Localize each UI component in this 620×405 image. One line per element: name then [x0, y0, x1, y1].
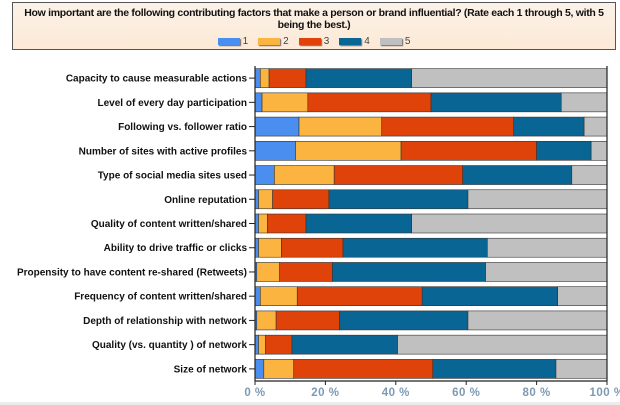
x-tick-label: 100 %	[589, 387, 620, 399]
bar-segment-2	[258, 213, 268, 234]
bar-segment-1	[254, 359, 265, 379]
legend-swatch	[339, 38, 362, 45]
bar-segment-4	[328, 189, 469, 210]
category-label: Capacity to cause measurable actions	[66, 74, 248, 85]
bar-segment-4	[305, 213, 412, 234]
bar-segment-2	[258, 189, 273, 210]
bar-segment-1	[254, 286, 261, 306]
bar-segment-5	[411, 213, 608, 234]
bar-segment-5	[590, 141, 608, 161]
bar-segment-3	[279, 262, 333, 282]
bar-segment-1	[254, 68, 261, 88]
bar-segment-2	[256, 310, 277, 331]
bar-segment-2	[298, 116, 383, 137]
legend-swatch	[217, 38, 240, 45]
bar-segment-5	[583, 116, 608, 137]
x-tick-label: 60 %	[452, 387, 480, 399]
x-tick-label: 20 %	[311, 387, 339, 399]
category-label: Quality of content written/shared	[91, 219, 247, 230]
bar-segment-3	[333, 165, 463, 185]
bar-segment-3	[281, 237, 344, 258]
bar-segment-2	[259, 286, 298, 306]
chart-header: How important are the following contribu…	[12, 2, 616, 50]
x-tick-label: 0 %	[244, 387, 265, 399]
category-label: Depth of relationship with network	[83, 316, 247, 327]
bar-segment-1	[254, 165, 275, 185]
legend-item: 3	[298, 36, 330, 47]
bar-segment-5	[571, 165, 608, 185]
category-label: Online reputation	[164, 195, 247, 206]
category-label: Quality (vs. quantity ) of network	[92, 340, 247, 351]
bar-segment-3	[296, 286, 423, 306]
bar-segment-5	[467, 189, 608, 210]
bar-segment-1	[254, 116, 300, 137]
bar-segment-2	[259, 68, 270, 88]
bar-segment-3	[381, 116, 515, 137]
bar-segment-4	[332, 262, 486, 282]
legend-label: 4	[364, 36, 370, 47]
legend: 1 2 3 4 5	[13, 36, 615, 47]
category-label: Following vs. follower ratio	[118, 122, 247, 133]
bar-segment-3	[268, 68, 307, 88]
legend-item: 4	[339, 36, 370, 47]
legend-item: 1	[217, 36, 249, 47]
bar-segment-2	[258, 334, 266, 355]
bar-segment-2	[256, 262, 280, 282]
bar-segment-5	[467, 310, 608, 331]
legend-label: 3	[323, 36, 330, 47]
bar-segment-5	[485, 262, 608, 282]
category-label: Propensity to have content re-shared (Re…	[17, 267, 247, 278]
chart-title: How important are the following contribu…	[24, 7, 604, 31]
category-label: Ability to drive traffic or clicks	[104, 243, 248, 254]
bar-segment-4	[432, 359, 557, 379]
legend-label: 2	[283, 36, 289, 47]
bar-segment-4	[339, 310, 469, 331]
bar-segment-3	[267, 213, 307, 234]
bar-segment-2	[258, 237, 282, 258]
bar-segment-5	[555, 359, 608, 379]
bar-segment-3	[275, 310, 340, 331]
legend-swatch	[379, 38, 402, 45]
bar-segment-3	[272, 189, 330, 210]
bar-segment-3	[265, 334, 293, 355]
legend-label: 1	[242, 36, 249, 47]
bar-segment-3	[400, 141, 537, 161]
bottom-band	[0, 402, 620, 405]
bar-segment-1	[254, 92, 263, 113]
bar-segment-5	[560, 92, 608, 113]
category-label: Type of social media sites used	[98, 171, 247, 182]
legend-swatch	[258, 38, 281, 45]
bar-segment-4	[291, 334, 398, 355]
bar-segment-4	[536, 141, 592, 161]
legend-swatch	[298, 38, 321, 45]
bar-segment-2	[263, 359, 295, 379]
bar-segment-4	[342, 237, 488, 258]
bar-segment-2	[295, 141, 402, 161]
category-label: Size of network	[174, 364, 248, 375]
x-tick-label: 80 %	[522, 387, 550, 399]
bar-segment-5	[411, 68, 608, 88]
category-label: Level of every day participation	[98, 98, 248, 109]
bar-segment-3	[307, 92, 432, 113]
category-label: Frequency of content written/shared	[74, 292, 247, 303]
legend-label: 5	[404, 36, 411, 47]
bar-segment-1	[254, 141, 296, 161]
bar-segment-4	[430, 92, 562, 113]
bar-segment-5	[557, 286, 608, 306]
legend-item: 2	[258, 36, 289, 47]
bar-segment-4	[462, 165, 573, 185]
bar-segment-2	[274, 165, 335, 185]
bar-segment-5	[487, 237, 608, 258]
bar-segment-2	[261, 92, 309, 113]
bar-segment-4	[421, 286, 559, 306]
bar-segment-4	[513, 116, 585, 137]
bar-segment-5	[397, 334, 608, 355]
category-label: Number of sites with active profiles	[79, 146, 248, 157]
legend-item: 5	[379, 36, 411, 47]
x-tick-label: 40 %	[382, 387, 410, 399]
bar-segment-4	[305, 68, 412, 88]
bar-segment-3	[293, 359, 434, 379]
